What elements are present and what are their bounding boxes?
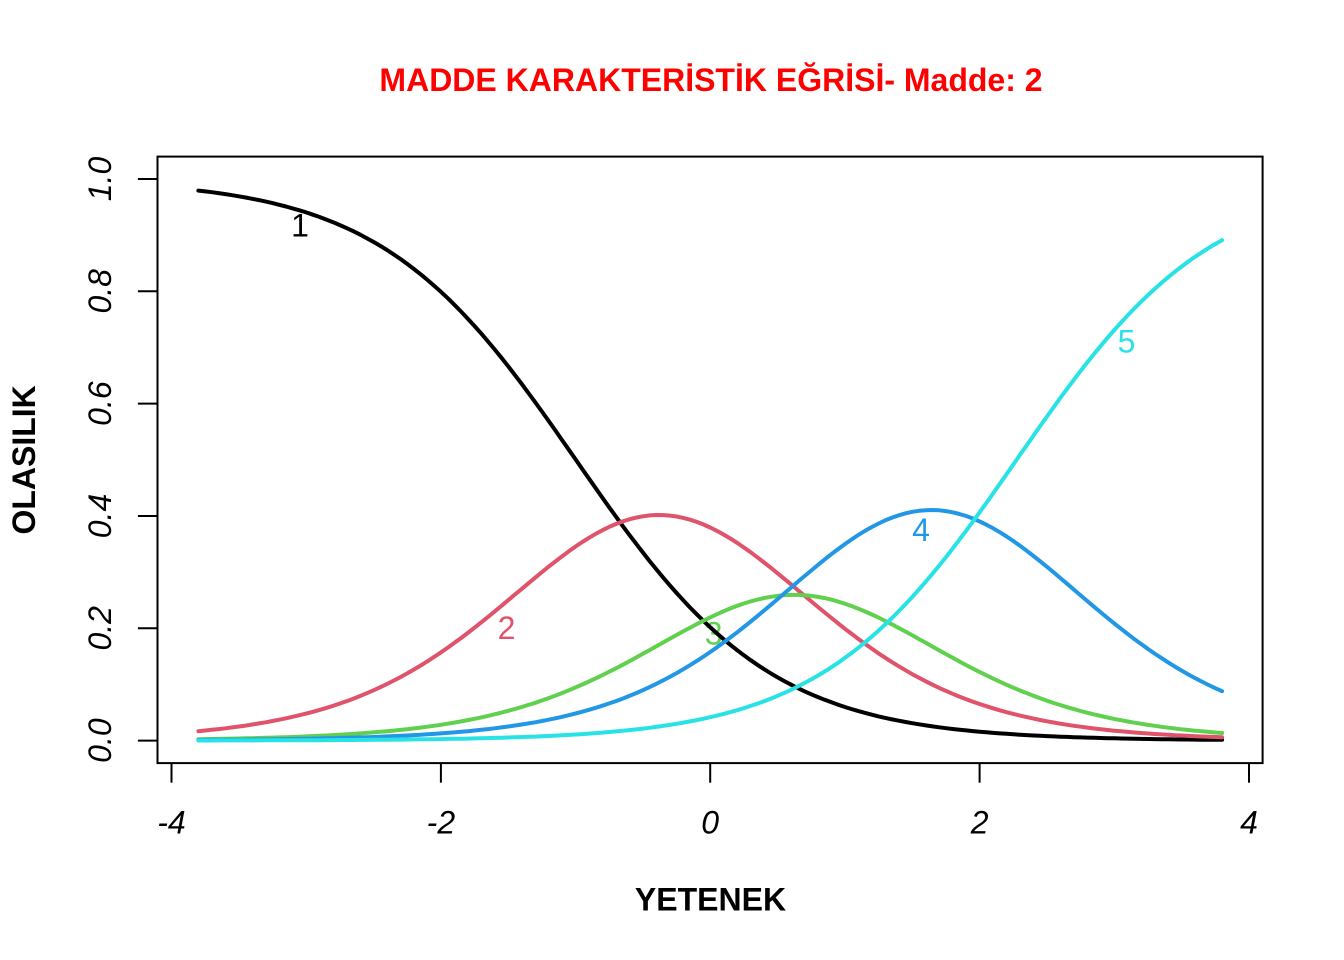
svg-text:0.6: 0.6	[82, 381, 118, 426]
svg-text:YETENEK: YETENEK	[635, 882, 786, 918]
svg-text:5: 5	[1118, 324, 1136, 360]
svg-text:4: 4	[1240, 805, 1258, 841]
svg-text:1: 1	[291, 208, 309, 244]
svg-text:-4: -4	[157, 805, 185, 841]
svg-text:1.0: 1.0	[82, 157, 118, 202]
svg-text:0.2: 0.2	[82, 606, 118, 651]
svg-text:-2: -2	[427, 805, 456, 841]
svg-text:4: 4	[912, 512, 930, 548]
svg-text:0.0: 0.0	[82, 718, 118, 763]
svg-text:OLASILIK: OLASILIK	[6, 385, 42, 534]
svg-text:0.4: 0.4	[82, 494, 118, 538]
svg-text:0: 0	[701, 805, 719, 841]
svg-text:0.8: 0.8	[82, 269, 118, 314]
svg-text:2: 2	[498, 610, 516, 646]
svg-text:MADDE KARAKTERİSTİK EĞRİSİ- Ma: MADDE KARAKTERİSTİK EĞRİSİ- Madde: 2	[379, 62, 1042, 98]
svg-text:2: 2	[970, 805, 989, 841]
